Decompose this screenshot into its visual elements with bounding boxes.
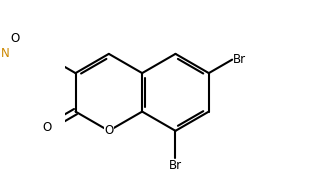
Text: O: O: [42, 121, 52, 134]
Text: O: O: [104, 124, 114, 137]
Text: O: O: [10, 32, 19, 45]
Text: Br: Br: [169, 159, 182, 172]
Text: N: N: [1, 47, 10, 60]
Text: N: N: [1, 47, 10, 60]
Text: Br: Br: [233, 53, 246, 66]
